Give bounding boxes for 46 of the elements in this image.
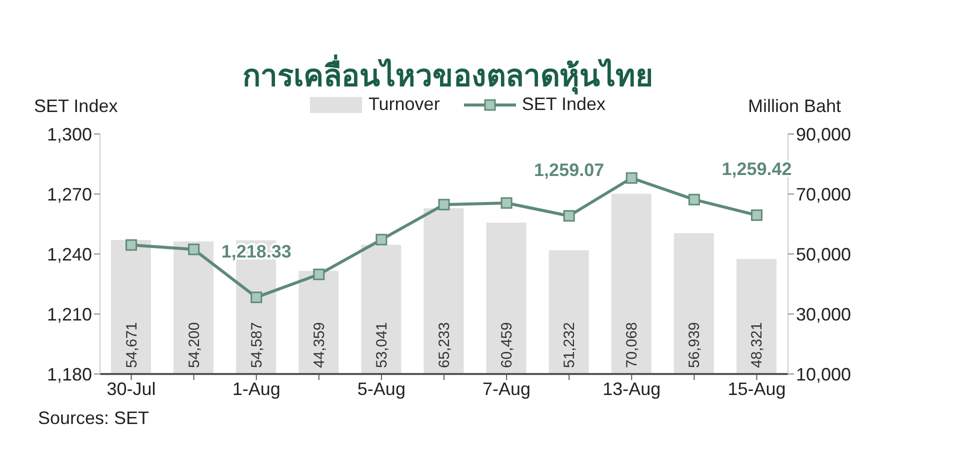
y-tick-label: 1,270 <box>46 184 92 204</box>
y-tick-label: 1,210 <box>46 304 92 324</box>
point <box>563 210 575 222</box>
y2-tick-label: 90,000 <box>796 124 852 144</box>
data-label: 1,218.33 <box>221 241 292 262</box>
point <box>376 234 388 246</box>
data-label: 53,041 <box>373 322 390 368</box>
point <box>438 198 450 210</box>
x-tick-label: 13-Aug <box>602 378 661 399</box>
data-label: 54,200 <box>186 322 203 368</box>
data-label: 44,359 <box>310 322 328 368</box>
data-label: 54,587 <box>248 322 266 368</box>
x-tick-label: 15-Aug <box>728 378 786 399</box>
data-label: 1,259.42 <box>722 159 792 180</box>
legend-label: SET Index <box>522 94 606 115</box>
x-tick-label: 30-Jul <box>106 378 156 399</box>
point <box>626 172 638 184</box>
y-tick-label: 1,240 <box>46 244 92 264</box>
point <box>313 268 325 280</box>
x-tick-label: 7-Aug <box>482 378 531 399</box>
source-note: Sources: SET <box>38 408 150 429</box>
point <box>126 239 138 251</box>
x-tick-label: 1-Aug <box>232 378 280 399</box>
data-label: 51,232 <box>561 322 578 368</box>
y-tick-label: 1,180 <box>46 364 92 384</box>
point <box>688 194 700 206</box>
y2-tick-label: 10,000 <box>796 364 852 384</box>
data-label: 54,671 <box>123 322 140 368</box>
data-label: 1,259.07 <box>534 160 604 180</box>
legend-label: Turnover <box>368 94 440 115</box>
point <box>750 209 762 221</box>
x-tick-label: 5-Aug <box>357 378 406 399</box>
y2-tick-label: 70,000 <box>796 184 852 204</box>
y2-axis-title: Million Baht <box>748 96 842 117</box>
y-axis-title: SET Index <box>34 96 118 117</box>
point <box>500 197 512 209</box>
data-label: 56,939 <box>686 322 704 368</box>
y2-tick-label: 30,000 <box>796 304 852 324</box>
point <box>250 292 262 304</box>
y2-tick-label: 50,000 <box>796 244 852 264</box>
y-tick-label: 1,300 <box>46 124 92 144</box>
data-label: 65,233 <box>436 322 453 368</box>
data-label: 48,321 <box>748 322 766 368</box>
data-label: 70,068 <box>624 322 641 368</box>
point <box>188 244 200 256</box>
data-label: 60,459 <box>498 322 516 368</box>
